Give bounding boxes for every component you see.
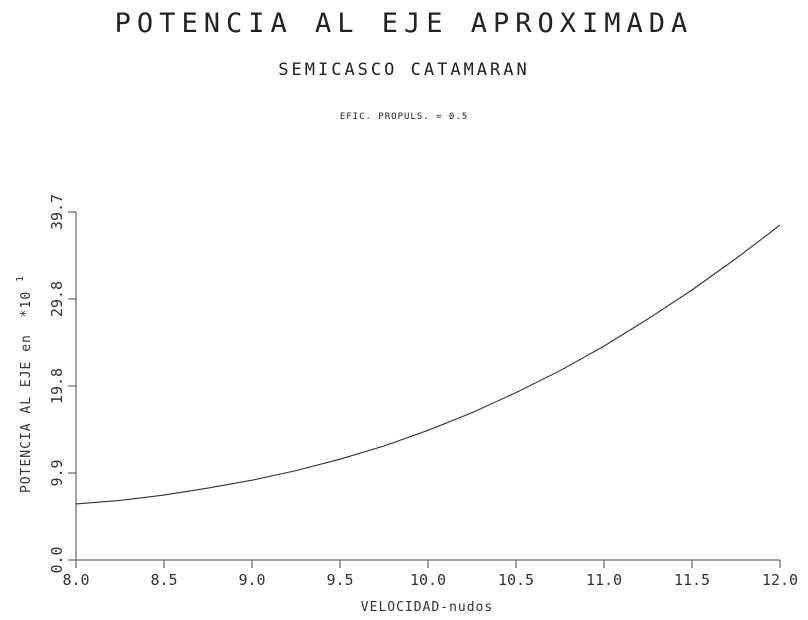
chart-subtitle: SEMICASCO CATAMARAN (278, 60, 530, 80)
x-axis-label: VELOCIDAD-nudos (361, 600, 493, 615)
y-axis-label-main: POTENCIA AL EJE en (19, 334, 34, 493)
y-axis-ticks: 0.0 9.9 19.8 29.8 39.7 (48, 194, 76, 574)
x-tick-label: 12.0 (762, 571, 798, 589)
x-tick-label: 9.5 (326, 571, 353, 589)
y-tick-label: 39.7 (48, 194, 66, 230)
chart-title: POTENCIA AL EJE APROXIMADA (114, 8, 694, 39)
x-tick-label: 8.5 (150, 571, 177, 589)
x-tick-label: 10.5 (498, 571, 534, 589)
series-group (75, 224, 781, 505)
efficiency-annotation: EFIC. PROPULS. = 0.5 (339, 112, 469, 122)
x-axis-ticks: 8.0 8.5 9.0 9.5 10.0 10.5 11.0 11.5 12.0 (62, 560, 798, 589)
axes (75, 212, 780, 561)
y-tick-label: 9.9 (48, 459, 66, 486)
x-tick-label: 9.0 (238, 571, 265, 589)
y-axis-label-multiplier: *10 (19, 291, 34, 317)
x-tick-label: 11.5 (674, 571, 710, 589)
y-axis-label-group: POTENCIA AL EJE en *10 1 (15, 275, 34, 493)
y-tick-label: 0.0 (48, 546, 66, 573)
y-axis-label-exponent: 1 (15, 275, 26, 282)
y-tick-label: 29.8 (48, 281, 66, 317)
x-tick-label: 8.0 (62, 571, 89, 589)
x-tick-label: 10.0 (410, 571, 446, 589)
x-tick-label: 11.0 (586, 571, 622, 589)
y-tick-label: 19.8 (48, 368, 66, 404)
power-curve-line (75, 224, 781, 505)
y-axis-label: POTENCIA AL EJE en *10 1 (15, 275, 34, 493)
